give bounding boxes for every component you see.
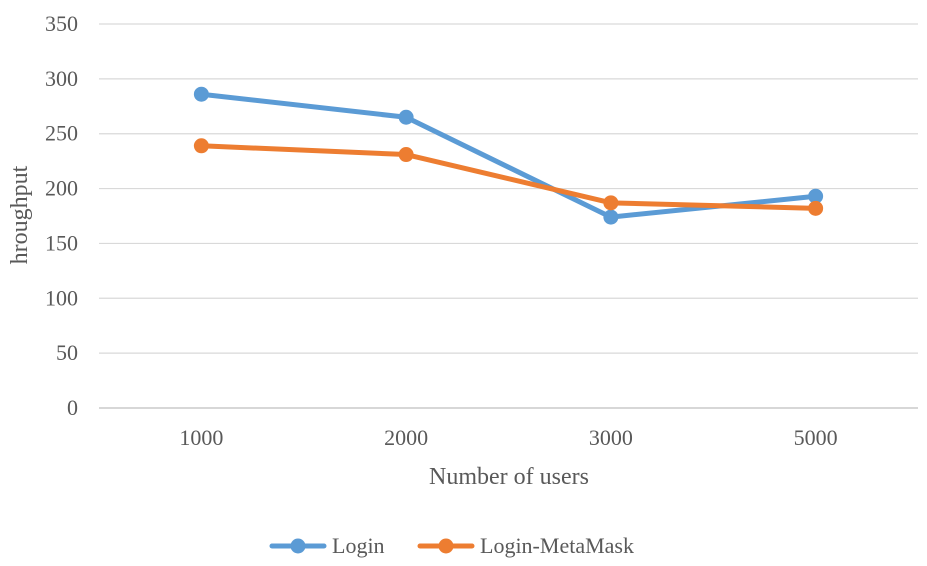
- data-point: [193, 86, 209, 102]
- legend-swatch-marker: [438, 538, 454, 554]
- y-axis-title: hroughput: [7, 165, 33, 264]
- data-point: [603, 209, 619, 225]
- data-point: [603, 195, 619, 211]
- data-point: [398, 147, 414, 163]
- data-point: [398, 109, 414, 125]
- x-tick-label: 3000: [589, 425, 633, 450]
- y-tick-label: 200: [45, 176, 78, 201]
- legend-label: Login-MetaMask: [480, 533, 634, 558]
- series-line: [198, 91, 819, 220]
- data-point: [193, 138, 209, 154]
- y-tick-label: 100: [45, 285, 78, 310]
- y-axis-ticks: 0 50 100 150 200 250 300 350: [45, 11, 78, 420]
- y-tick-label: 150: [45, 230, 78, 255]
- x-axis-ticks: 1000 2000 3000 5000: [179, 425, 837, 450]
- x-tick-label: 1000: [179, 425, 223, 450]
- series-layer: [193, 86, 824, 225]
- series-login-metamask: [193, 138, 824, 216]
- legend-label: Login: [332, 533, 385, 558]
- x-tick-label: 2000: [384, 425, 428, 450]
- legend-item: Login-MetaMask: [417, 533, 634, 558]
- y-tick-label: 250: [45, 121, 78, 146]
- data-point: [808, 188, 824, 204]
- legend: Login Login-MetaMask: [269, 533, 634, 558]
- x-axis-title: Number of users: [429, 464, 589, 490]
- data-point: [808, 200, 824, 216]
- series-line: [198, 143, 819, 211]
- legend-swatch-marker: [290, 538, 306, 554]
- y-tick-label: 50: [56, 340, 78, 365]
- y-tick-label: 0: [67, 395, 78, 420]
- y-tick-label: 300: [45, 66, 78, 91]
- x-tick-label: 5000: [794, 425, 838, 450]
- gridlines: [99, 23, 918, 409]
- legend-item: Login: [269, 533, 385, 558]
- y-tick-label: 350: [45, 11, 78, 36]
